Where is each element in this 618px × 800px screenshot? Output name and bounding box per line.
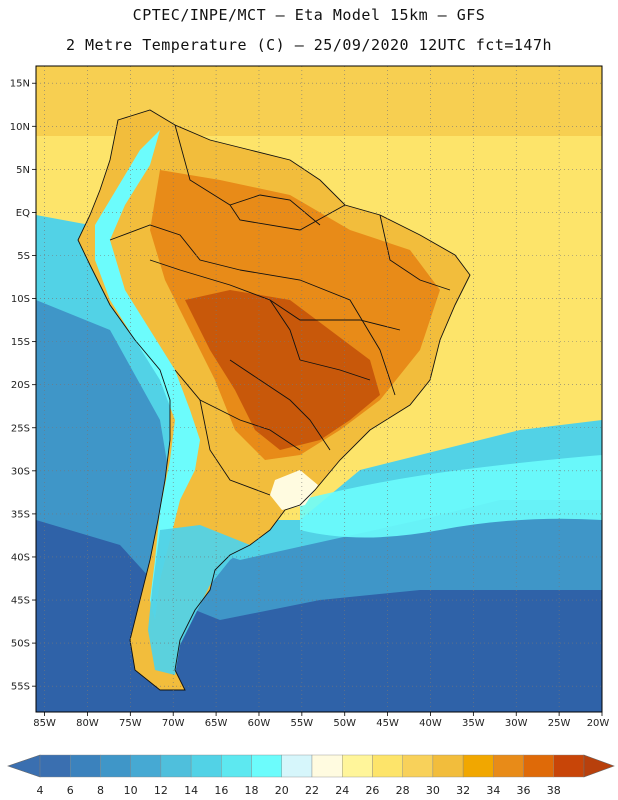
colorbar-label: 18: [245, 784, 259, 797]
colorbar: 4 6 8 10 12 14 16 18 20 22 24 26 28 30 32 34 36 38: [7, 754, 615, 797]
colorbar-label: 16: [214, 784, 228, 797]
title-line-2: 2 Metre Temperature (C) – 25/09/2020 12U…: [65, 36, 553, 54]
colorbar-label: 8: [97, 784, 104, 797]
colorbar-swatch: [432, 754, 464, 778]
lon-label: 20W: [587, 718, 610, 729]
lat-label: 15N: [10, 79, 30, 90]
lon-label: 30W: [505, 718, 528, 729]
colorbar-label: 30: [426, 784, 440, 797]
title-line-1: CPTEC/INPE/MCT – Eta Model 15km – GFS: [132, 6, 486, 24]
lat-label: 45S: [11, 596, 30, 607]
lon-label: 25W: [548, 718, 571, 729]
lat-label: 40S: [11, 552, 30, 563]
colorbar-label: 14: [184, 784, 198, 797]
lat-label: 35S: [11, 509, 30, 520]
colorbar-swatch: [100, 754, 131, 778]
colorbar-label: 6: [67, 784, 74, 797]
colorbar-swatch: [523, 754, 554, 778]
colorbar-label: 38: [547, 784, 561, 797]
colorbar-swatch: [493, 754, 524, 778]
colorbar-over-arrow: [583, 754, 615, 778]
cyan-swirl: [300, 455, 602, 538]
lat-label: 10S: [11, 294, 30, 305]
colorbar-label: 24: [335, 784, 349, 797]
colorbar-swatch: [311, 754, 343, 778]
longitude-axis: 85W 80W 75W 70W 65W 60W 55W 50W 45W 40W 35W 30W 25W 2…: [33, 712, 609, 729]
lat-label: 15S: [11, 337, 30, 348]
lon-label: 70W: [162, 718, 185, 729]
lat-label: 30S: [11, 466, 30, 477]
colorbar-swatch: [553, 754, 585, 778]
colorbar-label: 10: [124, 784, 138, 797]
lon-label: 50W: [333, 718, 356, 729]
lat-label: EQ: [16, 208, 30, 219]
colorbar-label: 20: [275, 784, 289, 797]
andes-cool-strip: [95, 130, 200, 620]
lat-label: 10N: [10, 122, 30, 133]
lat-label: 50S: [11, 639, 30, 650]
latitude-axis: 15N 10N 5N EQ 5S 10S 15S 20S 25S 30S 35S 40S 45S 50S 5…: [10, 79, 36, 693]
colorbar-swatch: [190, 754, 222, 778]
lon-label: 65W: [205, 718, 228, 729]
colorbar-label: 32: [456, 784, 470, 797]
colorbar-label: 4: [37, 784, 44, 797]
colorbar-swatch: [221, 754, 252, 778]
lon-label: 80W: [76, 718, 99, 729]
colorbar-swatch: [342, 754, 373, 778]
country-borders: [77, 109, 471, 691]
land-hot-zone: [185, 290, 380, 450]
lat-label: 20S: [11, 380, 30, 391]
colorbar-swatch: [39, 754, 71, 778]
lon-label: 40W: [419, 718, 442, 729]
lon-label: 60W: [248, 718, 271, 729]
colorbar-label: 12: [154, 784, 168, 797]
lon-label: 55W: [291, 718, 314, 729]
lat-label: 25S: [11, 423, 30, 434]
colorbar-swatch: [402, 754, 434, 778]
uruguay-pale-zone: [270, 470, 318, 510]
colorbar-swatch: [70, 754, 101, 778]
colorbar-swatch: [130, 754, 162, 778]
lon-label: 45W: [376, 718, 399, 729]
colorbar-label: 22: [305, 784, 319, 797]
lat-label: 55S: [11, 682, 30, 693]
lon-label: 85W: [33, 718, 56, 729]
map-field: [36, 66, 602, 712]
lat-label: 5S: [17, 251, 30, 262]
lon-label: 75W: [119, 718, 142, 729]
colorbar-swatch: [372, 754, 403, 778]
colorbar-swatch: [160, 754, 192, 778]
colorbar-label: 26: [365, 784, 379, 797]
colorbar-swatch: [462, 754, 494, 778]
colorbar-under-arrow: [7, 754, 41, 778]
colorbar-label: 28: [396, 784, 410, 797]
lon-label: 35W: [462, 718, 485, 729]
colorbar-swatch: [251, 754, 282, 778]
colorbar-swatch: [281, 754, 313, 778]
ocean-deep-field: [36, 520, 602, 712]
colorbar-label: 36: [517, 784, 531, 797]
lat-label: 5N: [16, 165, 30, 176]
colorbar-label: 34: [486, 784, 500, 797]
map-frame: [35, 65, 603, 713]
